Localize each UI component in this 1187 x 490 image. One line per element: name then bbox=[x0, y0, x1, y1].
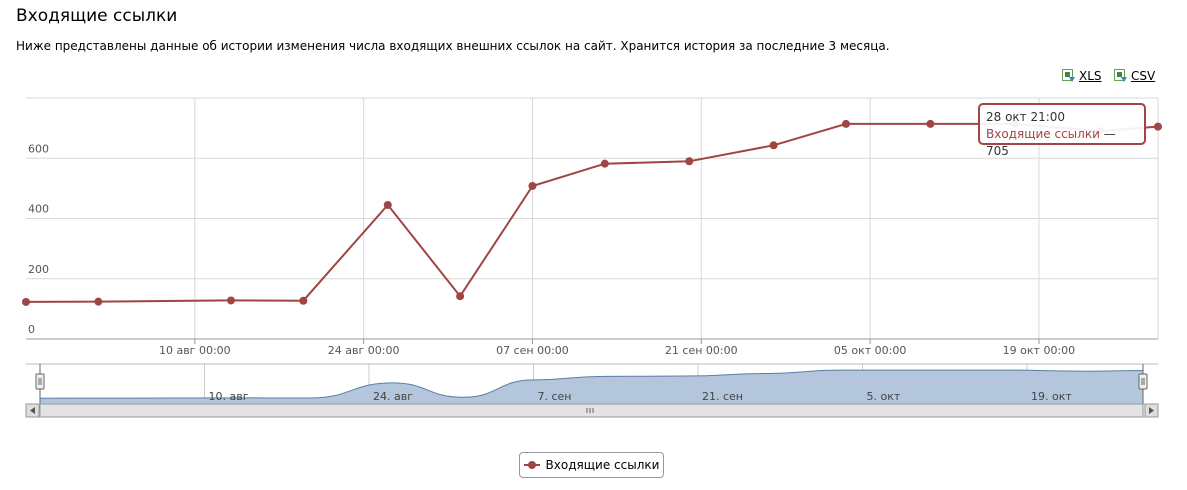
navigator-tick-label: 7. сен bbox=[537, 390, 571, 403]
data-point bbox=[769, 141, 778, 150]
y-tick-label: 600 bbox=[28, 142, 49, 155]
data-point bbox=[94, 297, 103, 306]
y-tick-label: 0 bbox=[28, 323, 35, 336]
tooltip-separator: — bbox=[1099, 127, 1116, 141]
data-point bbox=[299, 296, 308, 305]
export-csv-button[interactable]: CSV bbox=[1114, 69, 1155, 83]
data-point bbox=[926, 119, 935, 128]
legend-marker bbox=[523, 461, 540, 469]
x-tick-label: 05 окт 00:00 bbox=[834, 344, 906, 357]
scrollbar-thumb[interactable] bbox=[39, 403, 1144, 418]
export-xls-button[interactable]: XLS bbox=[1062, 69, 1102, 83]
legend-label: Входящие ссылки bbox=[545, 458, 660, 472]
tooltip-time: 28 окт 21:00 bbox=[986, 110, 1066, 124]
data-point bbox=[22, 297, 30, 306]
y-tick-label: 400 bbox=[28, 203, 49, 216]
navigator-tick-label: 24. авг bbox=[373, 390, 413, 403]
csv-download-icon bbox=[1114, 69, 1128, 83]
navigator-line bbox=[39, 369, 1144, 399]
x-tick-label: 24 авг 00:00 bbox=[328, 344, 400, 357]
navigator-tick-label: 5. окт bbox=[866, 390, 900, 403]
navigator-area bbox=[40, 370, 1143, 404]
y-tick-label: 200 bbox=[28, 263, 49, 276]
tooltip-series-name: Входящие ссылки bbox=[986, 127, 1100, 141]
navigator-tick-label: 10. авг bbox=[208, 390, 248, 403]
page-title: Входящие ссылки bbox=[16, 6, 178, 26]
export-csv-label: CSV bbox=[1131, 69, 1156, 83]
navigator-tick-label: 21. сен bbox=[702, 390, 743, 403]
data-point bbox=[456, 292, 465, 301]
excel-download-icon bbox=[1062, 69, 1076, 83]
arrow-right-icon bbox=[1149, 407, 1154, 414]
data-point bbox=[685, 157, 694, 166]
x-tick-label: 21 сен 00:00 bbox=[665, 344, 738, 357]
navigator-left-handle[interactable] bbox=[35, 373, 45, 390]
x-tick-label: 10 авг 00:00 bbox=[159, 344, 231, 357]
data-point bbox=[600, 159, 609, 168]
tooltip-value: 705 bbox=[986, 144, 1009, 158]
data-point bbox=[226, 296, 235, 305]
data-point bbox=[528, 181, 537, 190]
data-point bbox=[1154, 122, 1162, 131]
x-tick-label: 19 окт 00:00 bbox=[1003, 344, 1075, 357]
data-point bbox=[383, 200, 392, 209]
x-tick-label: 07 сен 00:00 bbox=[496, 344, 569, 357]
arrow-left-icon bbox=[30, 407, 35, 414]
data-point bbox=[841, 119, 850, 128]
chart-tooltip: 28 окт 21:00 Входящие ссылки — 705 bbox=[978, 103, 1146, 158]
page-description: Ниже представлены данные об истории изме… bbox=[16, 39, 890, 53]
legend-item-incoming-links[interactable]: Входящие ссылки bbox=[519, 452, 664, 478]
navigator-right-handle[interactable] bbox=[1138, 373, 1148, 390]
export-xls-label: XLS bbox=[1079, 69, 1102, 83]
navigator-tick-label: 19. окт bbox=[1031, 390, 1072, 403]
